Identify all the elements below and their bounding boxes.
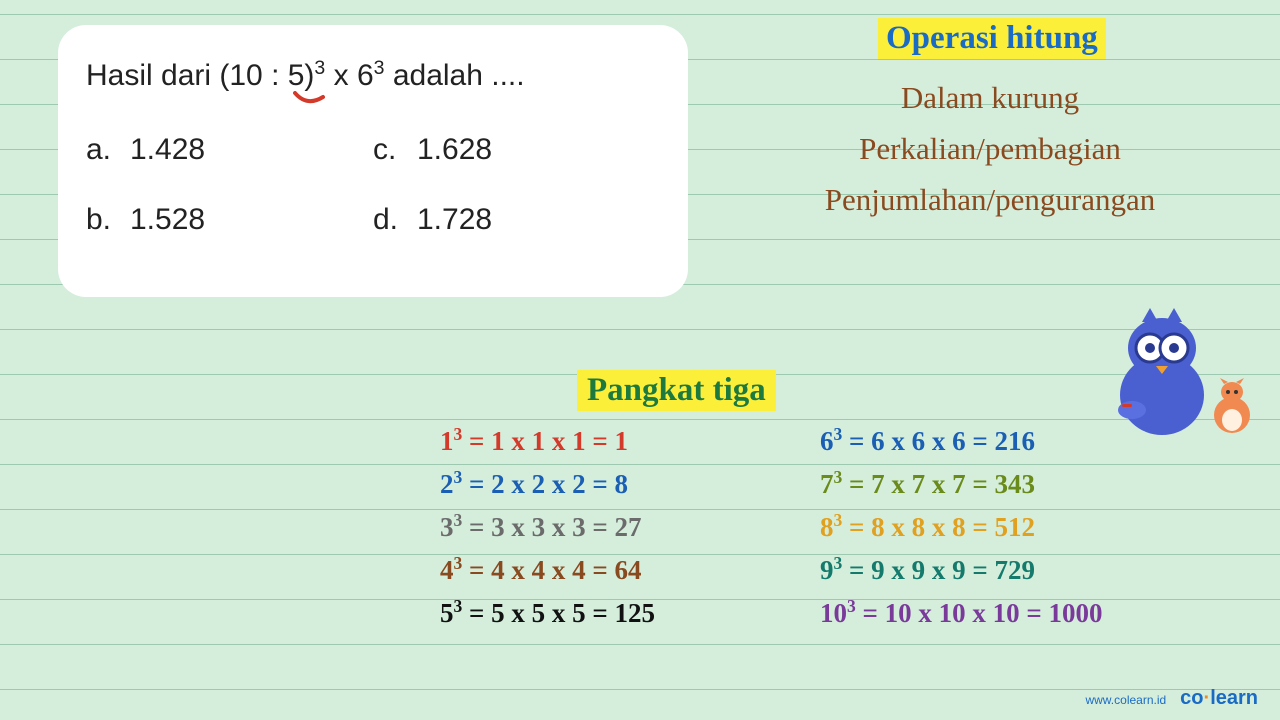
cube-3-rest: = 3 x 3 x 3 = 27	[462, 512, 641, 542]
cube-7-base: 7	[820, 469, 834, 499]
cube-row-4: 43 = 4 x 4 x 4 = 64	[440, 553, 820, 586]
cube-4-rest: = 4 x 4 x 4 = 64	[462, 555, 641, 585]
option-c-label: c.	[373, 133, 417, 167]
cube-7-exp: 3	[834, 467, 843, 487]
cube-row-7: 73 = 7 x 7 x 7 = 343	[820, 467, 1240, 500]
cubes-grid: 13 = 1 x 1 x 1 = 1 63 = 6 x 6 x 6 = 216 …	[440, 424, 1240, 629]
operations-header: Operasi hitung	[878, 18, 1106, 59]
cube-6-exp: 3	[834, 424, 843, 444]
cube-row-5: 53 = 5 x 5 x 5 = 125	[440, 596, 820, 629]
cube-5-rest: = 5 x 5 x 5 = 125	[462, 598, 655, 628]
mascot-icon	[1072, 300, 1262, 440]
question-text: Hasil dari (10 : 5)3 x 63 adalah ....	[86, 55, 660, 97]
question-prefix: Hasil dari (10 : 5)	[86, 59, 314, 92]
question-exp2: 3	[374, 57, 385, 79]
cube-10-base: 10	[820, 598, 847, 628]
cube-8-exp: 3	[834, 510, 843, 530]
footer-url: www.colearn.id	[1085, 693, 1166, 707]
cube-2-rest: = 2 x 2 x 2 = 8	[462, 469, 628, 499]
option-d-value: 1.728	[417, 203, 492, 236]
question-suffix: adalah ....	[385, 59, 525, 92]
option-b-value: 1.528	[130, 203, 205, 236]
cube-5-exp: 3	[454, 596, 463, 616]
cube-9-exp: 3	[834, 553, 843, 573]
option-d: d.1.728	[373, 203, 660, 237]
operations-line-3: Penjumlahan/pengurangan	[720, 174, 1260, 225]
option-d-label: d.	[373, 203, 417, 237]
option-b: b.1.528	[86, 203, 373, 237]
cube-1-base: 1	[440, 426, 454, 456]
question-mid: x 6	[325, 59, 373, 92]
cube-6-rest: = 6 x 6 x 6 = 216	[842, 426, 1035, 456]
footer-logo: co·learn	[1180, 687, 1258, 710]
cube-9-base: 9	[820, 555, 834, 585]
operations-line-1: Dalam kurung	[720, 72, 1260, 123]
cube-row-1: 13 = 1 x 1 x 1 = 1	[440, 424, 820, 457]
cube-row-10: 103 = 10 x 10 x 10 = 1000	[820, 596, 1240, 629]
cube-4-base: 4	[440, 555, 454, 585]
operations-list: Dalam kurung Perkalian/pembagian Penjuml…	[720, 72, 1260, 225]
option-c-value: 1.628	[417, 133, 492, 166]
footer-logo-learn: learn	[1210, 687, 1258, 709]
cube-3-base: 3	[440, 512, 454, 542]
cube-3-exp: 3	[454, 510, 463, 530]
option-b-label: b.	[86, 203, 130, 237]
cube-10-exp: 3	[847, 596, 856, 616]
cube-6-base: 6	[820, 426, 834, 456]
option-a: a.1.428	[86, 133, 373, 167]
cube-2-exp: 3	[454, 467, 463, 487]
cube-9-rest: = 9 x 9 x 9 = 729	[842, 555, 1035, 585]
cube-1-exp: 3	[454, 424, 463, 444]
question-card: Hasil dari (10 : 5)3 x 63 adalah .... a.…	[58, 25, 688, 297]
cube-7-rest: = 7 x 7 x 7 = 343	[842, 469, 1035, 499]
cube-row-2: 23 = 2 x 2 x 2 = 8	[440, 467, 820, 500]
cube-4-exp: 3	[454, 553, 463, 573]
footer-logo-co: co	[1180, 687, 1203, 709]
option-a-value: 1.428	[130, 133, 205, 166]
cubes-header: Pangkat tiga	[577, 370, 776, 411]
footer: www.colearn.id co·learn	[1085, 687, 1258, 710]
cube-1-rest: = 1 x 1 x 1 = 1	[462, 426, 628, 456]
cube-10-rest: = 10 x 10 x 10 = 1000	[856, 598, 1103, 628]
annotation-mark-icon	[293, 91, 325, 105]
option-c: c.1.628	[373, 133, 660, 167]
question-exp1: 3	[314, 57, 325, 79]
cube-row-3: 33 = 3 x 3 x 3 = 27	[440, 510, 820, 543]
cube-5-base: 5	[440, 598, 454, 628]
options-grid: a.1.428 c.1.628 b.1.528 d.1.728	[86, 133, 660, 237]
cube-2-base: 2	[440, 469, 454, 499]
cube-row-9: 93 = 9 x 9 x 9 = 729	[820, 553, 1240, 586]
cube-8-base: 8	[820, 512, 834, 542]
operations-line-2: Perkalian/pembagian	[720, 123, 1260, 174]
option-a-label: a.	[86, 133, 130, 167]
cube-row-8: 83 = 8 x 8 x 8 = 512	[820, 510, 1240, 543]
cube-8-rest: = 8 x 8 x 8 = 512	[842, 512, 1035, 542]
